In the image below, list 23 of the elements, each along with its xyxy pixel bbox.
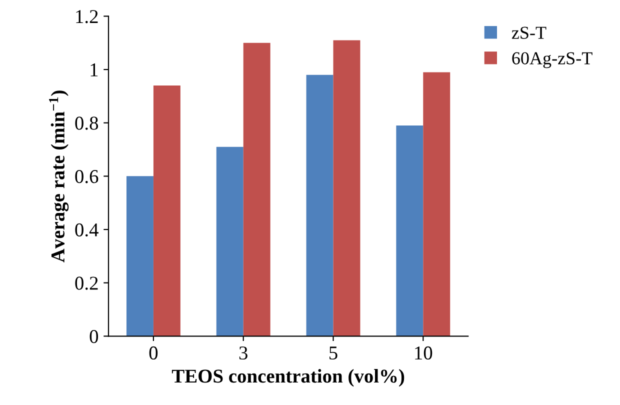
x-tick-label: 0 <box>149 346 158 360</box>
legend-label: 60Ag-zS-T <box>512 52 592 68</box>
bar <box>306 74 334 336</box>
y-axis-title: Average rate (min$^{−1}$) <box>49 90 69 262</box>
bar <box>396 126 424 336</box>
y-tick-label: 1 <box>90 63 98 76</box>
y-tick-label: 0.2 <box>75 276 98 290</box>
y-tick-label: 0.8 <box>75 116 98 130</box>
y-tick-label: 1.2 <box>76 10 98 24</box>
bar <box>153 86 180 336</box>
x-tick-label: 10 <box>415 346 432 360</box>
y-tick-label: 0 <box>90 330 98 344</box>
legend-label: zS-T <box>512 26 546 39</box>
x-tick-label: 3 <box>239 346 248 360</box>
bar <box>243 42 270 336</box>
y-tick-label: 0.4 <box>75 223 98 237</box>
bar <box>126 176 154 336</box>
x-axis-title: TEOS concentration (vol%) <box>172 369 404 387</box>
bar <box>216 146 244 336</box>
x-tick-label: 5 <box>330 346 338 360</box>
bar <box>423 72 450 336</box>
y-tick-label: 0.6 <box>75 170 98 184</box>
bar <box>333 40 360 336</box>
